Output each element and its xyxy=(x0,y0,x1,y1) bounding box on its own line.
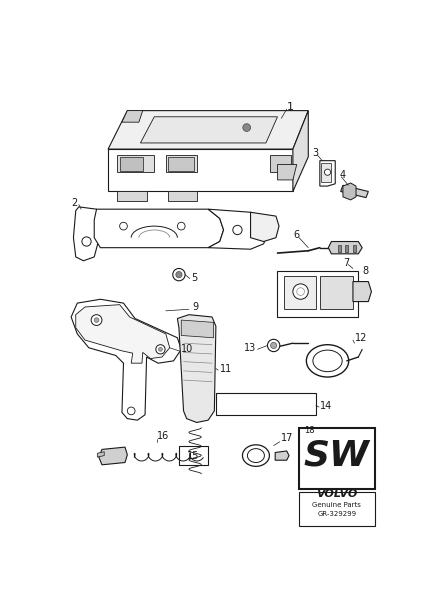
Text: 15: 15 xyxy=(187,451,200,460)
Text: 8: 8 xyxy=(362,266,368,276)
Polygon shape xyxy=(208,209,268,249)
Bar xyxy=(345,245,348,252)
Polygon shape xyxy=(71,299,181,420)
Circle shape xyxy=(94,318,99,322)
Text: 1: 1 xyxy=(287,102,294,112)
Polygon shape xyxy=(250,212,279,242)
Text: 16: 16 xyxy=(156,430,169,441)
Text: 4: 4 xyxy=(339,169,345,180)
Text: 3: 3 xyxy=(312,148,318,158)
Polygon shape xyxy=(293,111,308,192)
Circle shape xyxy=(82,237,91,246)
Circle shape xyxy=(243,124,250,132)
Polygon shape xyxy=(340,185,368,198)
Polygon shape xyxy=(168,157,194,171)
Text: SW: SW xyxy=(304,439,370,472)
Polygon shape xyxy=(168,192,197,201)
Bar xyxy=(337,245,340,252)
Polygon shape xyxy=(117,192,147,201)
Polygon shape xyxy=(120,157,143,171)
Text: 7: 7 xyxy=(343,258,349,268)
Polygon shape xyxy=(278,165,297,180)
Text: 9: 9 xyxy=(193,302,199,312)
Circle shape xyxy=(267,340,280,352)
Circle shape xyxy=(91,315,102,326)
Polygon shape xyxy=(166,155,197,172)
Text: 10: 10 xyxy=(181,344,193,355)
Bar xyxy=(299,428,374,489)
Polygon shape xyxy=(74,207,100,261)
Polygon shape xyxy=(122,111,143,122)
Circle shape xyxy=(233,225,242,234)
Text: 14: 14 xyxy=(320,400,332,410)
Bar xyxy=(353,245,356,252)
Polygon shape xyxy=(177,315,216,423)
Polygon shape xyxy=(108,149,293,192)
Polygon shape xyxy=(275,451,289,460)
Polygon shape xyxy=(328,242,362,254)
Text: Genuine Parts: Genuine Parts xyxy=(312,502,361,508)
Text: 5: 5 xyxy=(191,273,198,284)
Circle shape xyxy=(128,407,135,415)
Text: 11: 11 xyxy=(220,364,232,374)
Circle shape xyxy=(159,347,162,351)
Circle shape xyxy=(297,288,304,296)
Circle shape xyxy=(173,269,185,281)
Text: GR-329299: GR-329299 xyxy=(317,511,356,517)
Polygon shape xyxy=(99,447,128,465)
Circle shape xyxy=(293,284,308,299)
Polygon shape xyxy=(117,155,154,172)
Circle shape xyxy=(324,169,331,175)
Circle shape xyxy=(177,222,185,230)
Polygon shape xyxy=(353,281,371,302)
Text: 17: 17 xyxy=(281,433,294,443)
Circle shape xyxy=(119,222,128,230)
Polygon shape xyxy=(181,320,214,338)
Circle shape xyxy=(156,345,165,354)
Text: 2: 2 xyxy=(71,198,77,208)
Polygon shape xyxy=(270,155,292,172)
Polygon shape xyxy=(343,183,356,200)
Polygon shape xyxy=(108,111,308,149)
Polygon shape xyxy=(94,209,224,248)
Bar xyxy=(216,393,316,415)
Circle shape xyxy=(176,272,182,278)
Polygon shape xyxy=(278,271,358,317)
Text: 6: 6 xyxy=(293,230,299,240)
Polygon shape xyxy=(140,117,278,143)
Text: 18: 18 xyxy=(304,426,315,435)
Bar xyxy=(179,447,208,465)
Bar xyxy=(299,492,374,526)
Text: 12: 12 xyxy=(354,333,367,343)
Polygon shape xyxy=(320,276,353,310)
Text: 13: 13 xyxy=(244,343,256,353)
Circle shape xyxy=(271,343,277,349)
Polygon shape xyxy=(76,305,170,363)
Polygon shape xyxy=(97,452,104,457)
Text: VOLVO: VOLVO xyxy=(316,489,357,499)
Polygon shape xyxy=(320,160,335,186)
Polygon shape xyxy=(283,276,316,310)
Polygon shape xyxy=(321,163,332,182)
